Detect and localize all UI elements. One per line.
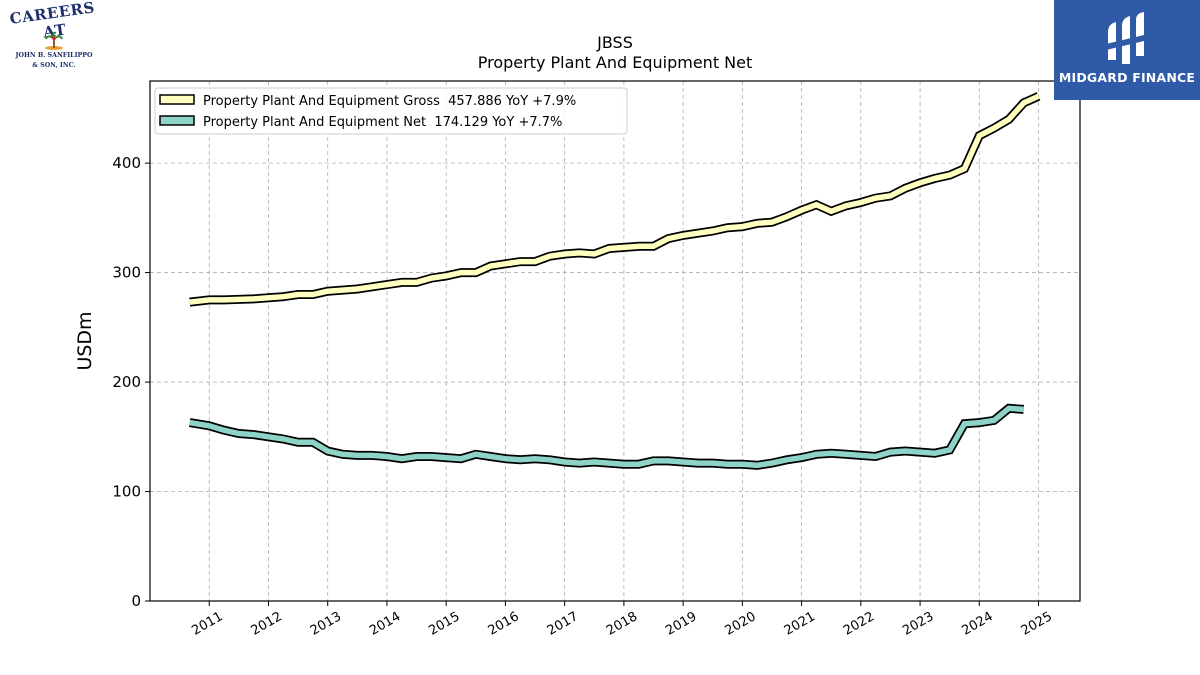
legend-label-net: Property Plant And Equipment Net 174.129… <box>203 115 562 130</box>
axis-layer: 2011 2012 2013 2014 2015 2016 2017 2018 2019 2020… <box>112 154 1055 639</box>
x-tick-label: 2011 <box>189 609 225 639</box>
grid <box>150 81 1080 601</box>
x-tick-label: 2019 <box>663 609 699 639</box>
y-tick-label: 400 <box>112 154 141 172</box>
chart-title: JBSS <box>596 33 633 52</box>
y-tick-label: 0 <box>131 592 141 610</box>
legend-swatch-gross <box>159 94 195 105</box>
y-tick-label: 100 <box>112 483 141 501</box>
palm-tree-icon <box>45 31 63 50</box>
careers-logo-company: JOHN B. SANFILIPPO <box>15 52 93 59</box>
legend-label-gross: Property Plant And Equipment Gross 457.8… <box>203 94 576 109</box>
series-layer <box>188 92 1041 470</box>
midgard-logo: MIDGARD FINANCE <box>1054 0 1200 100</box>
x-tick-label: 2016 <box>486 609 522 639</box>
series-net-outline <box>188 403 1025 470</box>
legend-box <box>154 87 628 135</box>
x-tick-label: 2022 <box>841 609 877 639</box>
x-tick-label: 2023 <box>900 609 936 639</box>
y-tick-label: 300 <box>112 264 141 282</box>
y-axis-label: USDm <box>74 311 96 370</box>
x-tick-label: 2015 <box>426 609 462 639</box>
x-tick-label: 2021 <box>782 609 818 639</box>
midgard-brand-text: MIDGARD FINANCE <box>1058 70 1196 85</box>
careers-logo: CAREERS AT JOHN B. SANFILIPPO & SON, INC… <box>2 0 106 72</box>
legend-swatch-net <box>159 115 195 126</box>
x-tick-label: 2014 <box>367 609 403 639</box>
x-tick-label: 2018 <box>604 609 640 639</box>
x-tick-label: 2024 <box>959 609 995 639</box>
x-tick-label: 2017 <box>545 609 581 639</box>
y-tick-label: 200 <box>112 373 141 391</box>
x-tick-label: 2025 <box>1019 609 1055 639</box>
plot-frame <box>149 80 1081 602</box>
x-tick-label: 2012 <box>249 609 285 639</box>
careers-logo-company-suffix: & SON, INC. <box>32 62 76 69</box>
x-tick-label: 2013 <box>308 609 344 639</box>
midgard-mark-icon <box>1106 12 1148 64</box>
series-net-line <box>189 405 1024 469</box>
series-gross-line <box>189 93 1040 305</box>
x-tick-label: 2020 <box>723 609 759 639</box>
chart-subtitle: Property Plant And Equipment Net <box>478 53 753 72</box>
legend: Property Plant And Equipment Gross 457.8… <box>154 87 628 135</box>
